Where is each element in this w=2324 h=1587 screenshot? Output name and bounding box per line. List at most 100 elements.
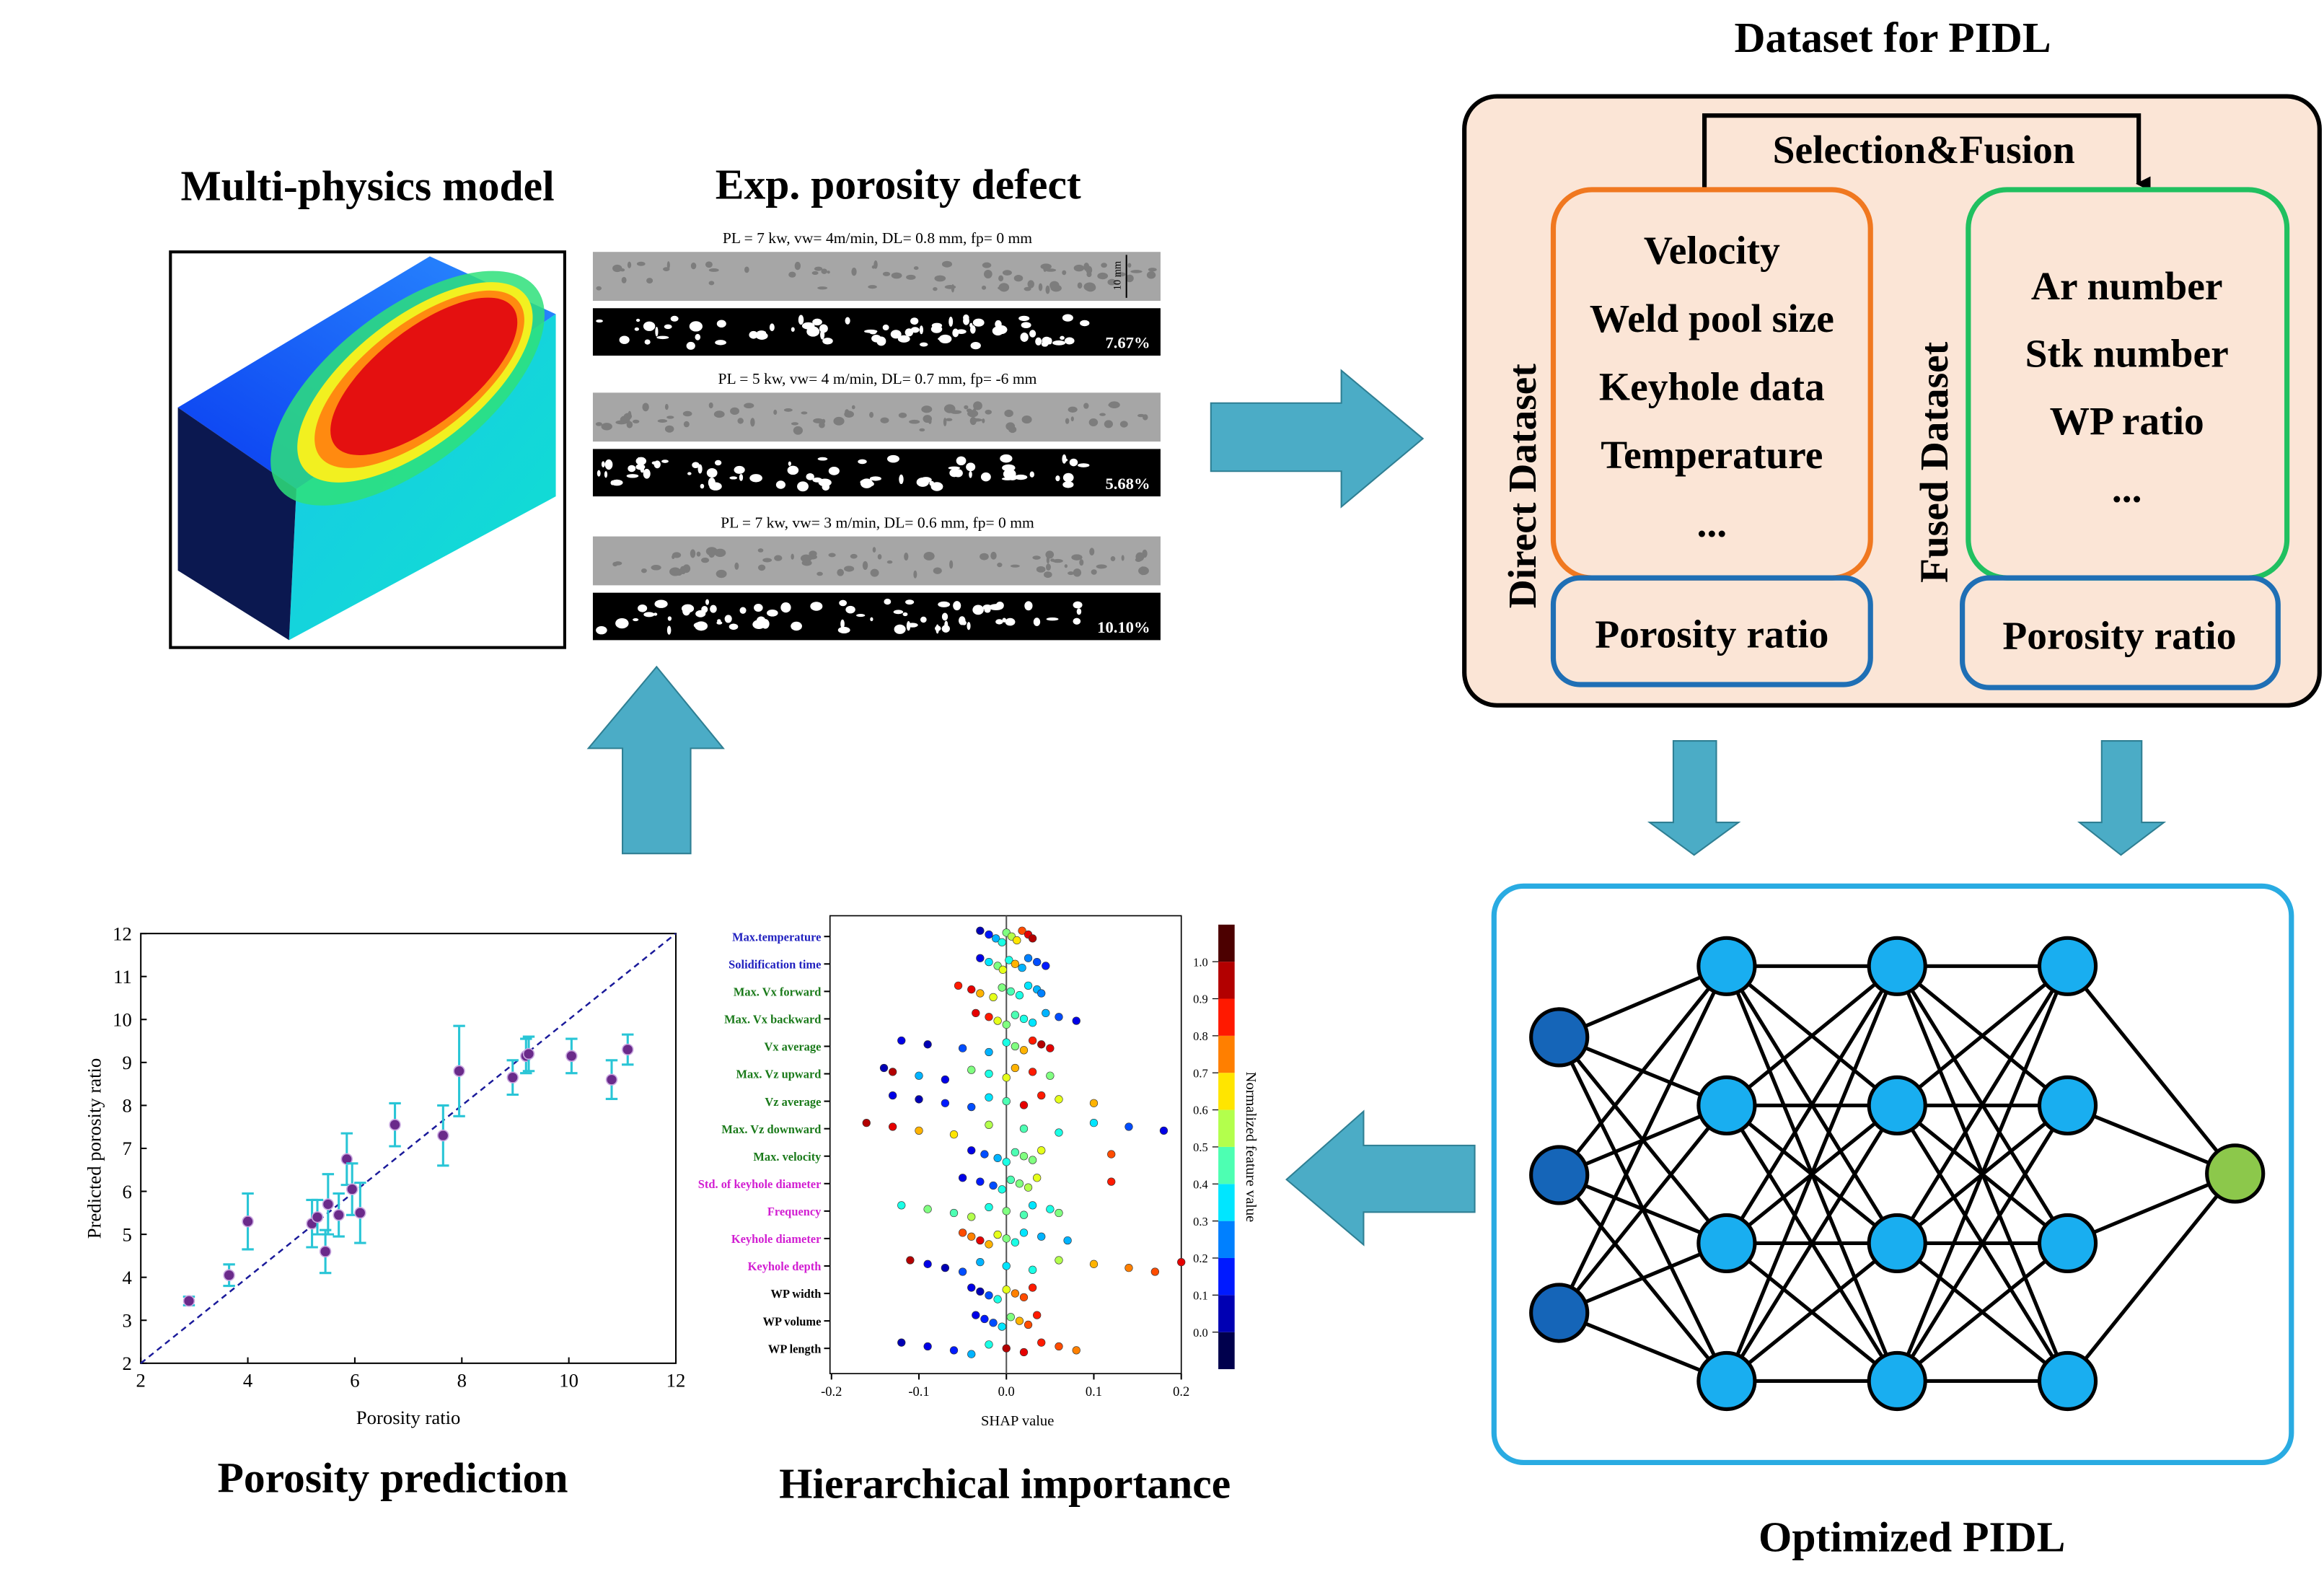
- point: [182, 1295, 195, 1307]
- pore: [904, 552, 909, 561]
- shap-dot: [1013, 936, 1021, 945]
- shap-dot: [915, 1095, 923, 1104]
- feature: Stk number: [2025, 331, 2229, 375]
- pore: [984, 607, 991, 613]
- network-box: [1491, 883, 2294, 1466]
- edge: [1725, 964, 1898, 1107]
- pore: [812, 477, 822, 483]
- pore: [870, 617, 873, 622]
- pore: [1091, 569, 1097, 575]
- pore: [686, 341, 695, 350]
- pore: [708, 268, 719, 272]
- pore: [880, 417, 889, 423]
- shap-dot: [1037, 989, 1046, 998]
- pore: [713, 410, 725, 418]
- pore: [905, 599, 915, 605]
- pore: [706, 468, 718, 478]
- chart-title: Hierarchical importance: [779, 1460, 1231, 1508]
- pore: [773, 409, 778, 416]
- shap-dot: [888, 1091, 897, 1100]
- edge: [2066, 1172, 2237, 1383]
- shap-dot: [976, 989, 985, 998]
- pore: [596, 625, 607, 635]
- shap-dot: [954, 981, 963, 990]
- pore: [775, 480, 786, 489]
- pore: [864, 329, 878, 333]
- pore: [1005, 617, 1016, 626]
- x-tick-label: 10: [559, 1370, 578, 1392]
- pore: [664, 324, 672, 330]
- pore: [1042, 336, 1052, 346]
- pore: [1005, 422, 1016, 431]
- pore: [828, 553, 836, 558]
- x-tick-label: 12: [666, 1370, 686, 1392]
- feature: ...: [1697, 501, 1727, 545]
- colorbar-band: [1218, 1295, 1235, 1332]
- point: [622, 1043, 634, 1056]
- pore: [620, 268, 625, 272]
- shap-dot: [1089, 1119, 1099, 1127]
- shap-dot: [1028, 934, 1037, 943]
- pore: [933, 567, 942, 574]
- shap-dot: [998, 1322, 1006, 1331]
- pore: [1029, 471, 1034, 478]
- porosity-label: 7.67%: [1105, 334, 1150, 352]
- colorbar-band: [1218, 1035, 1235, 1073]
- pore: [930, 482, 943, 491]
- pore: [1137, 413, 1145, 418]
- pore: [1064, 337, 1075, 345]
- feature-label: Vz average: [765, 1095, 821, 1109]
- feature: Keyhole data: [1599, 365, 1825, 409]
- shap-dot: [1150, 1267, 1159, 1276]
- pore: [1064, 564, 1068, 568]
- colorbar-band: [1218, 1184, 1235, 1221]
- pore: [819, 421, 825, 428]
- edge: [1725, 965, 1899, 1382]
- pore: [909, 419, 920, 424]
- pore: [693, 622, 705, 629]
- pore: [700, 557, 710, 563]
- x-tick-label: 0.2: [1173, 1384, 1189, 1399]
- pore: [626, 474, 639, 478]
- pore: [1046, 617, 1059, 621]
- y-tick-label: 5: [123, 1223, 132, 1245]
- shap-dot: [941, 1264, 950, 1272]
- feature-label: WP width: [771, 1287, 822, 1301]
- pore: [767, 609, 778, 617]
- pore: [635, 318, 641, 322]
- pore: [705, 599, 710, 605]
- shap-dot: [1019, 1228, 1029, 1237]
- pore: [862, 560, 868, 570]
- colorbar-tick-label: 0.3: [1193, 1215, 1208, 1228]
- shap-dot: [1019, 1014, 1029, 1024]
- shap-dot: [985, 930, 993, 939]
- colorbar-tick-label: 0.4: [1193, 1177, 1208, 1191]
- pore: [822, 483, 830, 491]
- feature-label: Solidification time: [729, 957, 821, 971]
- y-tick-label: 9: [123, 1052, 132, 1073]
- pore: [1052, 558, 1063, 563]
- shap-dot: [1037, 1091, 1046, 1100]
- feature-label: WP length: [768, 1342, 821, 1355]
- pore: [714, 548, 726, 558]
- pore: [821, 268, 828, 274]
- pore: [810, 602, 823, 611]
- pore: [890, 330, 902, 339]
- pore: [1116, 272, 1126, 277]
- pore: [1108, 403, 1119, 408]
- pore: [998, 286, 1008, 291]
- edge: [1896, 964, 2069, 1244]
- shap-dot: [1011, 1063, 1020, 1073]
- pore: [837, 568, 845, 576]
- feature: Temperature: [1601, 433, 1823, 477]
- shap-dot: [1002, 1020, 1011, 1029]
- pore: [907, 623, 918, 628]
- y-tick-label: 3: [123, 1309, 132, 1331]
- shap-dot: [941, 1075, 950, 1084]
- dataset-label: Direct Dataset: [1500, 364, 1544, 609]
- pore: [943, 418, 947, 426]
- pore: [787, 465, 799, 475]
- pore: [739, 607, 747, 614]
- pore: [1035, 337, 1042, 346]
